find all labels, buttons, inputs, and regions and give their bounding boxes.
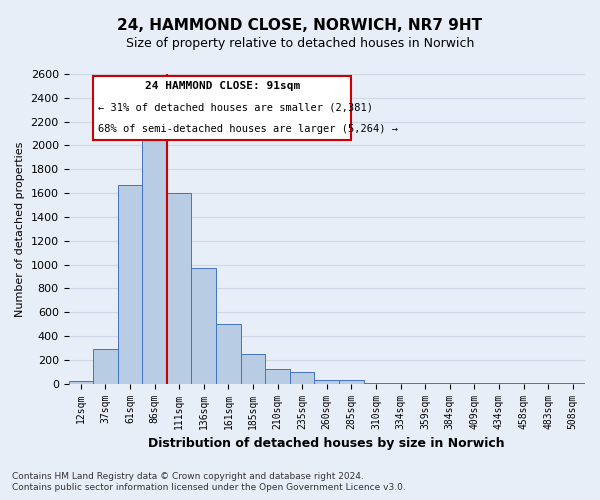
Bar	[364, 382, 388, 384]
Bar	[265, 370, 290, 384]
Bar	[191, 268, 216, 384]
Text: 24, HAMMOND CLOSE, NORWICH, NR7 9HT: 24, HAMMOND CLOSE, NORWICH, NR7 9HT	[118, 18, 482, 32]
Bar	[339, 380, 364, 384]
Bar	[93, 348, 118, 384]
Text: 68% of semi-detached houses are larger (5,264) →: 68% of semi-detached houses are larger (…	[98, 124, 398, 134]
Text: Contains HM Land Registry data © Crown copyright and database right 2024.: Contains HM Land Registry data © Crown c…	[12, 472, 364, 481]
Bar	[462, 383, 487, 384]
Bar	[314, 380, 339, 384]
Bar	[241, 354, 265, 384]
Bar	[118, 185, 142, 384]
Bar	[142, 128, 167, 384]
Text: Size of property relative to detached houses in Norwich: Size of property relative to detached ho…	[126, 38, 474, 51]
FancyBboxPatch shape	[93, 76, 352, 140]
Text: 24 HAMMOND CLOSE: 91sqm: 24 HAMMOND CLOSE: 91sqm	[145, 81, 300, 91]
Bar	[536, 383, 560, 384]
Bar	[487, 383, 511, 384]
X-axis label: Distribution of detached houses by size in Norwich: Distribution of detached houses by size …	[148, 437, 505, 450]
Bar	[560, 382, 585, 384]
Bar	[68, 382, 93, 384]
Y-axis label: Number of detached properties: Number of detached properties	[15, 141, 25, 316]
Bar	[290, 372, 314, 384]
Bar	[216, 324, 241, 384]
Bar	[167, 193, 191, 384]
Bar	[437, 382, 462, 384]
Text: Contains public sector information licensed under the Open Government Licence v3: Contains public sector information licen…	[12, 484, 406, 492]
Text: ← 31% of detached houses are smaller (2,381): ← 31% of detached houses are smaller (2,…	[98, 102, 373, 113]
Bar	[388, 382, 413, 384]
Bar	[511, 382, 536, 384]
Bar	[413, 383, 437, 384]
